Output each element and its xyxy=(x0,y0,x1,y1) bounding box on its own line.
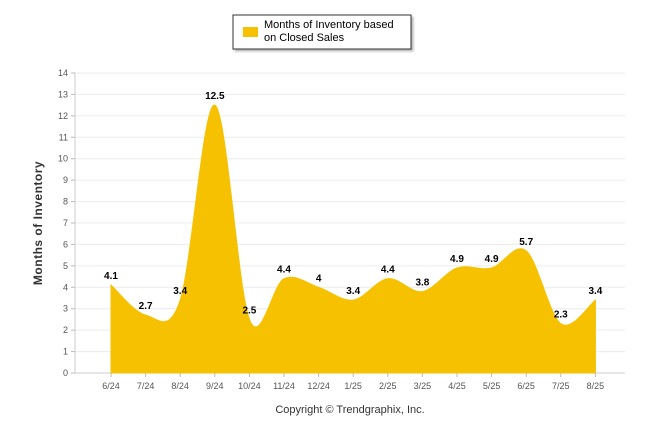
y-tick-label: 7 xyxy=(63,218,68,228)
gridlines xyxy=(71,72,625,374)
y-tick-label: 6 xyxy=(63,239,68,249)
x-tick-label: 3/25 xyxy=(414,381,432,391)
x-tick-label: 8/25 xyxy=(587,381,605,391)
data-label: 2.5 xyxy=(242,305,256,316)
y-tick-label: 1 xyxy=(63,347,68,357)
y-tick-label: 13 xyxy=(58,89,68,99)
data-label: 4.4 xyxy=(381,265,395,276)
data-label: 3.4 xyxy=(588,286,602,297)
y-tick-label: 12 xyxy=(58,111,68,121)
legend: Months of Inventory based on Closed Sale… xyxy=(232,14,412,50)
legend-swatch xyxy=(243,27,258,37)
x-tick-label: 10/24 xyxy=(238,381,261,391)
x-tick-label: 6/25 xyxy=(517,381,535,391)
x-tick-label: 7/24 xyxy=(137,381,155,391)
y-axis-title: Months of Inventory xyxy=(31,161,45,285)
x-tick-label: 12/24 xyxy=(307,381,330,391)
y-tick-label: 9 xyxy=(63,175,68,185)
legend-box xyxy=(232,14,412,50)
legend-label-line1: Months of Inventory based xyxy=(264,19,394,31)
copyright-text: Copyright © Trendgraphix, Inc. xyxy=(275,404,424,416)
area-fill xyxy=(110,104,596,374)
area-series xyxy=(110,104,596,374)
data-label: 3.4 xyxy=(173,286,187,297)
data-label: 4.4 xyxy=(277,265,291,276)
data-label: 3.4 xyxy=(346,286,360,297)
x-tick-label: 1/25 xyxy=(344,381,362,391)
data-label: 4.9 xyxy=(450,254,464,265)
data-label: 4 xyxy=(316,273,322,284)
data-labels: 4.1 2.7 3.4 12.5 2.5 4.4 4 3.4 4.4 3.8 4.9 4.9 5.7 2.… xyxy=(104,91,603,321)
y-tick-label: 0 xyxy=(63,368,68,378)
x-tick-label: 4/25 xyxy=(448,381,466,391)
data-label: 12.5 xyxy=(205,91,225,102)
data-label: 4.9 xyxy=(485,254,499,265)
y-tick-label: 5 xyxy=(63,261,68,271)
y-tick-label: 10 xyxy=(58,154,68,164)
y-tick-label: 2 xyxy=(63,325,68,335)
legend-label-line2: on Closed Sales xyxy=(264,32,345,44)
data-label: 5.7 xyxy=(519,237,533,248)
x-tick-label: 9/24 xyxy=(206,381,224,391)
data-label: 2.3 xyxy=(554,310,568,321)
y-tick-label: 14 xyxy=(58,68,68,78)
y-tick-label: 8 xyxy=(63,197,68,207)
data-label: 3.8 xyxy=(415,278,429,289)
x-tick-label: 2/25 xyxy=(379,381,397,391)
x-tick-label: 5/25 xyxy=(483,381,501,391)
x-axis-ticks: 6/24 7/24 8/24 9/24 10/24 11/24 12/24 1/25 2/25 3… xyxy=(102,373,604,391)
data-label: 4.1 xyxy=(104,271,118,282)
x-tick-label: 6/24 xyxy=(102,381,120,391)
y-tick-label: 4 xyxy=(63,282,68,292)
data-label: 2.7 xyxy=(139,301,153,312)
x-tick-label: 7/25 xyxy=(552,381,570,391)
y-tick-label: 3 xyxy=(63,304,68,314)
x-tick-label: 8/24 xyxy=(171,381,189,391)
y-tick-label: 11 xyxy=(59,132,68,142)
x-tick-label: 11/24 xyxy=(273,381,295,391)
